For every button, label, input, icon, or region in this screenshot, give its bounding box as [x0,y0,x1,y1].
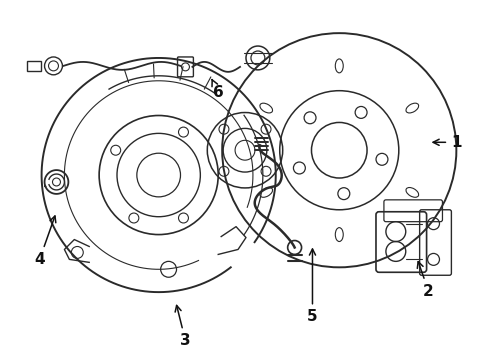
Bar [26,61,41,71]
Text: 1: 1 [433,135,462,150]
Text: 5: 5 [307,249,318,324]
Text: 6: 6 [212,80,223,100]
Text: 3: 3 [175,305,191,348]
Text: 2: 2 [417,262,434,299]
Text: 4: 4 [34,216,56,267]
